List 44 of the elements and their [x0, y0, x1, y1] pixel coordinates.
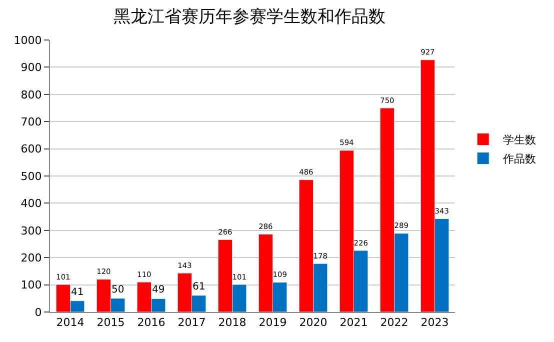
legend-label: 作品数 [502, 152, 536, 166]
data-label: 594 [340, 138, 354, 148]
x-tick-label: 2018 [218, 316, 246, 330]
legend-label: 学生数 [503, 134, 536, 147]
data-label: 61 [192, 281, 206, 292]
data-label: 289 [394, 221, 409, 230]
data-label: 120 [96, 267, 112, 276]
x-tick-label: 2014 [56, 316, 84, 330]
x-tick-label: 2023 [420, 316, 449, 330]
x-tick-label: 2017 [178, 316, 206, 330]
data-label: 101 [232, 272, 247, 282]
y-tick-label: 600 [20, 142, 42, 156]
data-label: 486 [299, 168, 314, 177]
y-tick-label: 700 [20, 115, 42, 128]
data-label: 286 [258, 222, 274, 231]
y-tick-label: 800 [20, 88, 42, 102]
data-label: 226 [354, 238, 368, 248]
y-tick-label: 400 [20, 197, 42, 210]
data-label: 266 [218, 227, 233, 236]
data-label: 178 [313, 251, 328, 260]
data-label: 50 [111, 284, 124, 296]
y-tick-label: 900 [20, 61, 42, 74]
data-label: 143 [178, 260, 192, 270]
data-label: 927 [420, 48, 436, 57]
y-tick-label: 200 [20, 251, 42, 264]
y-tick-label: 0 [34, 306, 42, 319]
data-label: 49 [152, 284, 165, 296]
data-label: 110 [137, 270, 152, 279]
data-label: 343 [434, 206, 450, 216]
x-tick-label: 2015 [96, 316, 125, 330]
y-tick-label: 300 [20, 224, 42, 238]
data-label: 101 [56, 272, 71, 282]
y-tick-label: 1000 [14, 34, 42, 47]
data-label: 750 [380, 96, 395, 105]
y-tick-label: 500 [20, 170, 42, 183]
chart-title: 黑龙江省赛历年参赛学生数和作品数 [113, 7, 386, 28]
x-tick-label: 2016 [137, 316, 166, 330]
data-label: 41 [70, 286, 84, 298]
x-tick-label: 2019 [258, 316, 287, 330]
x-tick-label: 2022 [380, 316, 408, 330]
x-tick-label: 2020 [299, 316, 328, 330]
x-tick-label: 2021 [340, 316, 368, 330]
data-label: 109 [272, 270, 288, 280]
y-tick-label: 100 [20, 278, 42, 292]
